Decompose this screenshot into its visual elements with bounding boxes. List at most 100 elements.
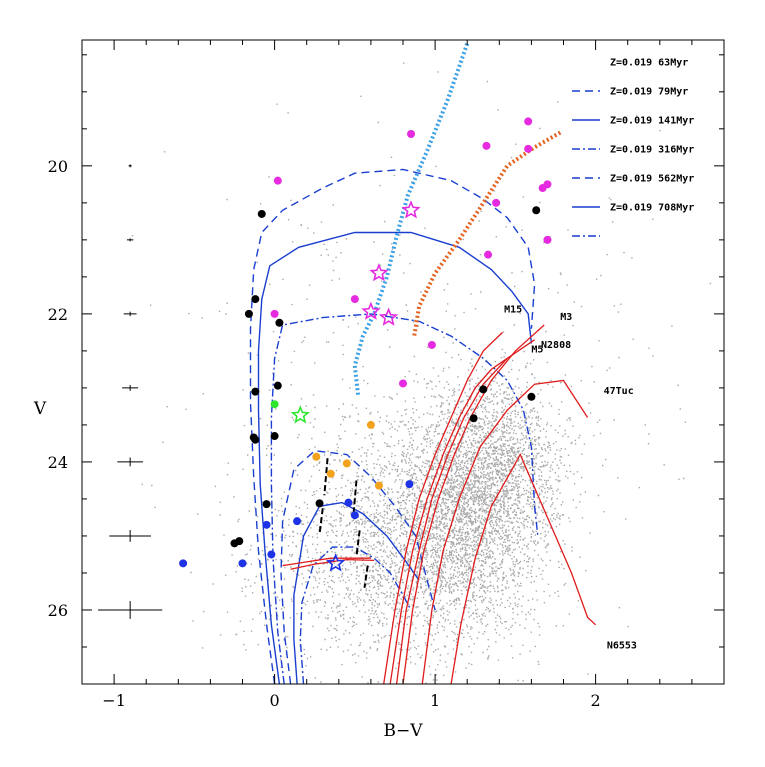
- gc-ridgeline-M3: [402, 324, 545, 684]
- star-marker-1: [369, 263, 389, 282]
- isochrone-63Myr: [249, 168, 536, 684]
- star-marker-2: [361, 301, 381, 320]
- star-marker-4: [290, 405, 310, 424]
- black-point-11: [251, 435, 260, 444]
- blue-point-5: [267, 550, 276, 559]
- black-tick-3: [355, 530, 361, 557]
- isochrone-79Myr: [257, 231, 533, 684]
- black-point-2: [251, 295, 260, 304]
- green-point-0: [270, 400, 279, 409]
- horizontal-branch-layer: [282, 557, 375, 570]
- black-point-4: [275, 318, 284, 327]
- magenta-point-11: [270, 309, 279, 318]
- cluster-label-47Tuc: 47Tuc: [604, 386, 634, 397]
- cluster-label-M3: M3: [560, 312, 572, 323]
- tick-label-layer: −1 0 1 2 20 22 24 26: [48, 157, 601, 710]
- x-tick-label-2: 1: [430, 691, 440, 710]
- legend-label-0: Z=0.019 63Myr: [610, 58, 688, 69]
- orange-point-2: [342, 459, 351, 468]
- orange-point-0: [366, 420, 375, 429]
- error-bar-layer: [98, 164, 163, 619]
- blue-point-7: [179, 559, 188, 568]
- magenta-point-0: [524, 117, 533, 126]
- magenta-point-4: [273, 176, 282, 185]
- isochrone-316Myr: [280, 450, 436, 684]
- axes: [81, 39, 725, 685]
- magenta-point-10: [350, 295, 359, 304]
- y-tick-label-3: 26: [48, 601, 68, 620]
- blue-point-4: [262, 520, 271, 529]
- globular-cluster-layer: [383, 324, 597, 684]
- magenta-point-8: [543, 235, 552, 244]
- legend-label-4: Z=0.019 562Myr: [610, 174, 694, 185]
- x-tick-label-0: −1: [102, 691, 126, 710]
- black-tick-0: [323, 458, 329, 496]
- black-point-3: [244, 309, 253, 318]
- blue-point-3: [293, 517, 302, 526]
- y-axis-label: V: [33, 399, 47, 419]
- orange-point-3: [326, 469, 335, 478]
- black-tick-1: [352, 480, 358, 518]
- magenta-point-3: [524, 144, 533, 153]
- magenta-point-1: [407, 130, 416, 139]
- cluster-label-N6553: N6553: [607, 640, 637, 651]
- black-point-8: [527, 392, 536, 401]
- blue-point-6: [238, 559, 247, 568]
- blue-point-1: [344, 498, 353, 507]
- gc-ridgeline-N6553: [450, 453, 597, 684]
- cluster-label-M5: M5: [531, 344, 543, 355]
- cluster-label-N2808: N2808: [541, 340, 571, 351]
- cluster-label-M15: M15: [504, 304, 522, 315]
- source-point-layer: [179, 117, 552, 568]
- magenta-point-12: [427, 340, 436, 349]
- black-point-0: [257, 209, 266, 218]
- black-point-5: [273, 381, 282, 390]
- legend-label-1: Z=0.019 79Myr: [610, 87, 688, 98]
- black-tick-2: [318, 508, 324, 535]
- horizontal-branch-1: [290, 558, 375, 570]
- horizontal-branch-0: [282, 557, 371, 567]
- legend-label-3: Z=0.019 316Myr: [610, 145, 694, 156]
- black-tick-4: [363, 565, 369, 588]
- star-marker-0: [401, 200, 421, 219]
- gc-ridgeline-M15: [383, 331, 503, 684]
- magenta-point-2: [482, 141, 491, 150]
- black-point-14: [262, 500, 271, 509]
- legend-label-5: Z=0.019 708Myr: [610, 203, 694, 214]
- blue-point-0: [405, 480, 414, 489]
- x-tick-label-1: 0: [270, 691, 280, 710]
- star-marker-5: [326, 553, 346, 572]
- blue-point-2: [350, 511, 359, 520]
- black-point-16: [230, 539, 239, 548]
- black-point-13: [315, 499, 324, 508]
- isochrone-708Myr: [299, 546, 412, 684]
- orange-point-1: [312, 452, 321, 461]
- black-tick-layer: [318, 458, 369, 588]
- black-point-9: [270, 432, 279, 441]
- dotted-track-layer: [352, 43, 562, 396]
- x-axis-label: B−V: [383, 721, 423, 741]
- star-marker-3: [378, 307, 399, 326]
- y-tick-label-2: 24: [48, 453, 68, 472]
- gc-ridgeline-47Tuc: [421, 379, 589, 684]
- isochrone-141Myr: [270, 313, 539, 684]
- y-tick-label-1: 22: [48, 305, 68, 324]
- blue-dotted-track: [352, 43, 470, 396]
- magenta-point-13: [399, 379, 407, 388]
- black-point-6: [251, 387, 260, 396]
- black-point-12: [469, 414, 478, 423]
- gc-ridgeline-M5: [389, 357, 508, 684]
- black-point-1: [532, 206, 541, 215]
- orange-point-4: [374, 481, 383, 490]
- isochrone-562Myr: [293, 501, 420, 684]
- legend: Z=0.019 63Myr Z=0.019 79Myr Z=0.019 141Myr…: [572, 58, 694, 237]
- gc-ridgeline-N2808: [395, 339, 535, 684]
- magenta-point-7: [492, 198, 501, 207]
- black-point-7: [479, 385, 488, 394]
- star-marker-layer: [290, 200, 421, 572]
- isochrone-layer: [249, 168, 539, 684]
- x-tick-label-3: 2: [591, 691, 601, 710]
